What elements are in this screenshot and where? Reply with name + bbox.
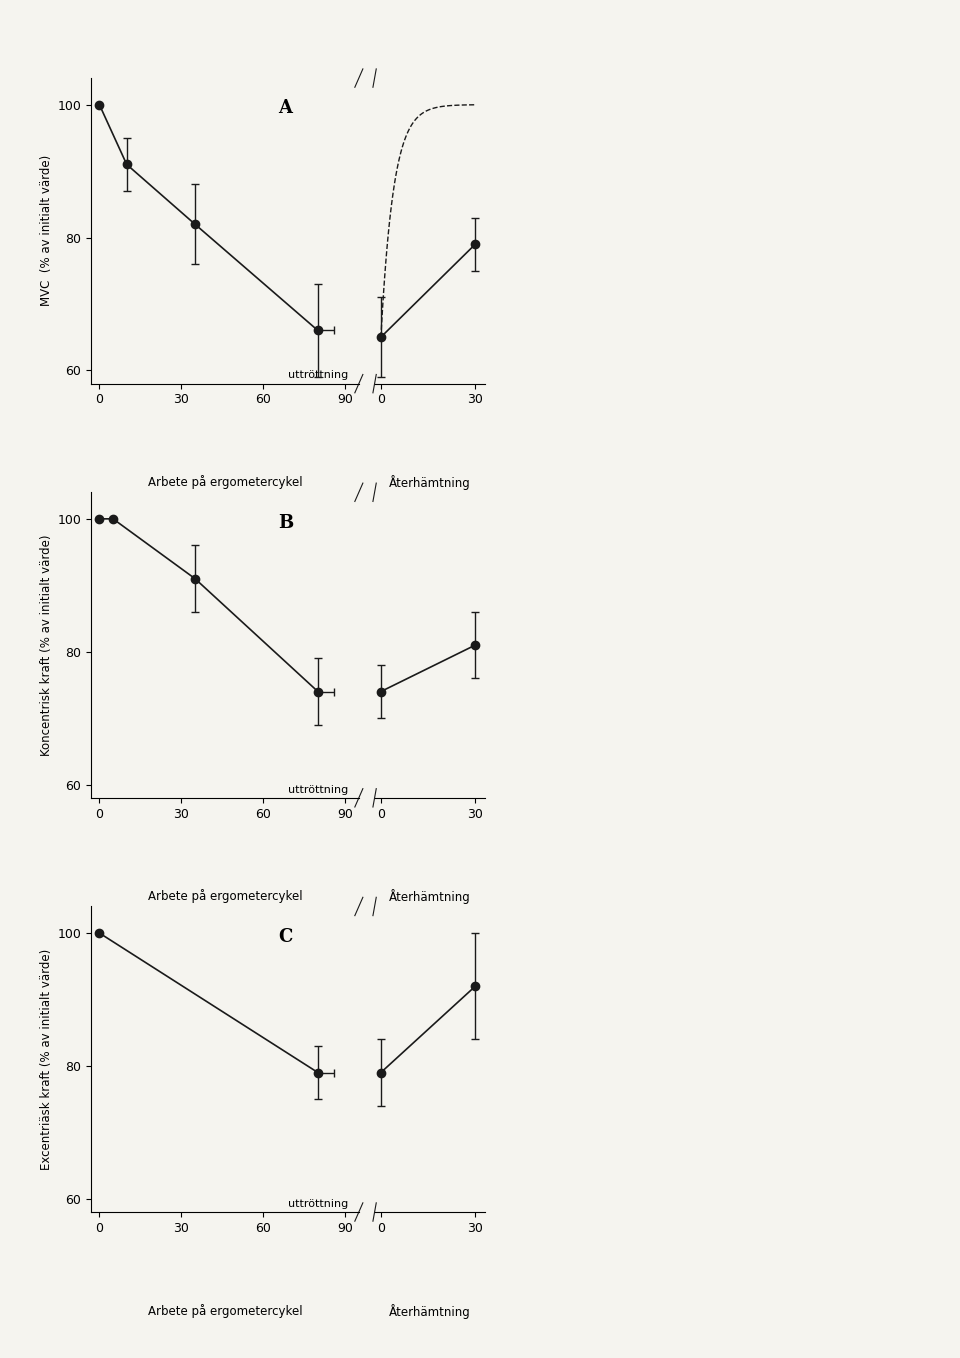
Text: Arbete på ergometercykel: Arbete på ergometercykel <box>148 889 302 903</box>
Text: Arbete på ergometercykel: Arbete på ergometercykel <box>148 1304 302 1317</box>
Text: C: C <box>278 928 293 947</box>
Text: Min: Min <box>211 543 239 557</box>
Text: Återhämtning: Återhämtning <box>389 1304 470 1319</box>
Text: Arbete på ergometercykel: Arbete på ergometercykel <box>148 475 302 489</box>
Text: Min: Min <box>211 957 239 971</box>
Y-axis label: MVC  (% av initialt värde): MVC (% av initialt värde) <box>40 155 54 307</box>
Text: uttröttning: uttröttning <box>288 1199 348 1209</box>
Text: Återhämtning: Återhämtning <box>389 889 470 904</box>
Y-axis label: Excentriäsk kraft (% av initialt värde): Excentriäsk kraft (% av initialt värde) <box>40 949 54 1169</box>
Text: uttröttning: uttröttning <box>288 371 348 380</box>
Text: A: A <box>278 99 293 118</box>
Y-axis label: Koncentrisk kraft (% av initialt värde): Koncentrisk kraft (% av initialt värde) <box>40 534 54 756</box>
Text: Återhämtning: Återhämtning <box>389 475 470 490</box>
Text: B: B <box>278 513 294 532</box>
Text: uttröttning: uttröttning <box>288 785 348 794</box>
